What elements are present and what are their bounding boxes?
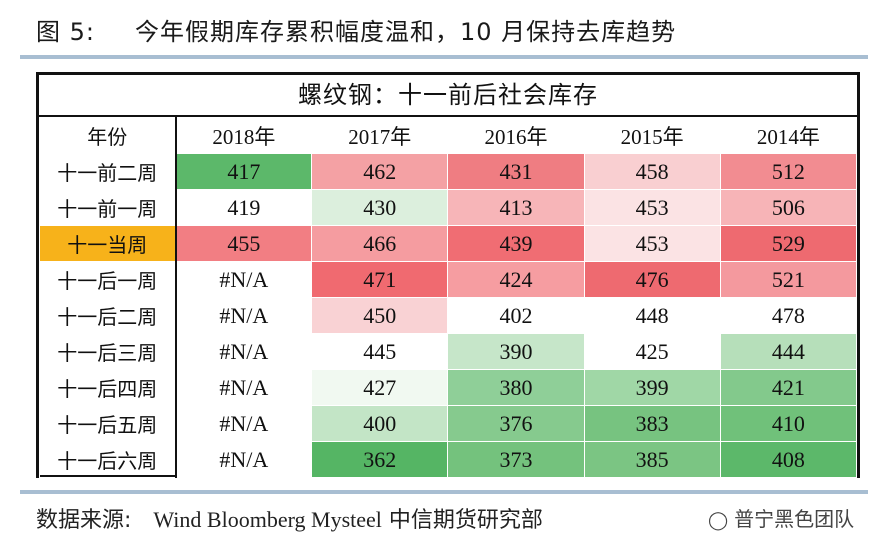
table-cell: 506 bbox=[719, 189, 858, 226]
table-cell: 362 bbox=[311, 441, 449, 478]
table-title: 螺纹钢：十一前后社会库存 bbox=[39, 75, 857, 117]
table-cell: 417 bbox=[174, 153, 313, 190]
column-header-2014: 2014年 bbox=[719, 117, 858, 154]
table-row: 十一前一周 419 430 413 453 506 bbox=[39, 189, 858, 226]
table-cell: 419 bbox=[174, 189, 313, 226]
watermark: ◯ 普宁黑色团队 bbox=[708, 503, 854, 532]
table-row: 十一后五周 #N/A 400 376 383 410 bbox=[39, 405, 858, 442]
inventory-table: 螺纹钢：十一前后社会库存 年份 2018年 2017年 2016年 2015年 … bbox=[36, 72, 860, 478]
table-row: 十一后六周 #N/A 362 373 385 408 bbox=[39, 441, 858, 478]
table-cell: #N/A bbox=[174, 333, 313, 370]
chat-icon: ◯ bbox=[708, 510, 729, 531]
row-label: 十一后五周 bbox=[39, 405, 177, 442]
table-cell: 512 bbox=[719, 153, 858, 190]
table-row: 十一当周 455 466 439 453 529 bbox=[39, 225, 858, 262]
table-cell: 385 bbox=[583, 441, 721, 478]
table-cell: 413 bbox=[447, 189, 585, 226]
table-cell: 455 bbox=[174, 225, 313, 262]
source-org: 中信期货研究部 bbox=[388, 508, 543, 533]
table-cell: #N/A bbox=[174, 441, 313, 478]
table-cell: 450 bbox=[311, 297, 449, 334]
figure-number: 图 5: bbox=[36, 18, 95, 46]
table-cell: 445 bbox=[311, 333, 449, 370]
column-header-2016: 2016年 bbox=[447, 117, 585, 154]
row-label: 十一当周 bbox=[39, 225, 177, 262]
table-cell: 383 bbox=[583, 405, 721, 442]
header-row: 年份 2018年 2017年 2016年 2015年 2014年 bbox=[39, 117, 858, 154]
row-label: 十一后二周 bbox=[39, 297, 177, 334]
table-cell: 380 bbox=[447, 369, 585, 406]
table-row: 十一后四周 #N/A 427 380 399 421 bbox=[39, 369, 858, 406]
table-cell: 427 bbox=[311, 369, 449, 406]
column-header-2018: 2018年 bbox=[174, 117, 313, 154]
table-cell: 448 bbox=[583, 297, 721, 334]
table-cell: 408 bbox=[719, 441, 858, 478]
table-cell: 424 bbox=[447, 261, 585, 298]
bottom-divider bbox=[20, 490, 868, 494]
row-label: 十一后一周 bbox=[39, 261, 177, 298]
table-cell: 410 bbox=[719, 405, 858, 442]
top-divider bbox=[20, 55, 868, 59]
table-cell: 402 bbox=[447, 297, 585, 334]
table-cell: 529 bbox=[719, 225, 858, 262]
table-cell: #N/A bbox=[174, 405, 313, 442]
figure-title: 图 5: 今年假期库存累积幅度温和，10 月保持去库趋势 bbox=[36, 12, 676, 47]
table-cell: 430 bbox=[311, 189, 449, 226]
corner-header: 年份 bbox=[39, 117, 177, 154]
table-cell: 521 bbox=[719, 261, 858, 298]
table-cell: 376 bbox=[447, 405, 585, 442]
table-cell: 390 bbox=[447, 333, 585, 370]
source-names: Wind Bloomberg Mysteel bbox=[153, 507, 382, 532]
table-cell: 453 bbox=[583, 189, 721, 226]
table-cell: 373 bbox=[447, 441, 585, 478]
table-cell: 453 bbox=[583, 225, 721, 262]
table-cell: 421 bbox=[719, 369, 858, 406]
table-cell: 399 bbox=[583, 369, 721, 406]
table-cell: 431 bbox=[447, 153, 585, 190]
source-line: 数据来源: Wind Bloomberg Mysteel 中信期货研究部 bbox=[36, 502, 543, 534]
table-cell: 439 bbox=[447, 225, 585, 262]
row-label: 十一后三周 bbox=[39, 333, 177, 370]
row-label: 十一前一周 bbox=[39, 189, 177, 226]
table-cell: 400 bbox=[311, 405, 449, 442]
watermark-text: 普宁黑色团队 bbox=[734, 507, 855, 531]
table-body: 十一前二周 417 462 431 458 512 十一前一周 419 430 413 453 506… bbox=[39, 153, 858, 478]
table-cell: 471 bbox=[311, 261, 449, 298]
row-label: 十一后四周 bbox=[39, 369, 177, 406]
table-cell: 458 bbox=[583, 153, 721, 190]
table-row: 十一后二周 #N/A 450 402 448 478 bbox=[39, 297, 858, 334]
row-label: 十一后六周 bbox=[39, 441, 177, 478]
table-cell: 462 bbox=[311, 153, 449, 190]
table-row: 十一后三周 #N/A 445 390 425 444 bbox=[39, 333, 858, 370]
row-label: 十一前二周 bbox=[39, 153, 177, 190]
table-cell: #N/A bbox=[174, 369, 313, 406]
table-cell: 425 bbox=[583, 333, 721, 370]
figure-caption: 今年假期库存累积幅度温和，10 月保持去库趋势 bbox=[134, 18, 677, 46]
table-cell: 478 bbox=[719, 297, 858, 334]
table-row: 十一前二周 417 462 431 458 512 bbox=[39, 153, 858, 190]
table-cell: 444 bbox=[719, 333, 858, 370]
source-label: 数据来源: bbox=[36, 508, 132, 533]
table-cell: #N/A bbox=[174, 297, 313, 334]
table-row: 十一后一周 #N/A 471 424 476 521 bbox=[39, 261, 858, 298]
table-cell: #N/A bbox=[174, 261, 313, 298]
table-cell: 476 bbox=[583, 261, 721, 298]
column-header-2017: 2017年 bbox=[311, 117, 449, 154]
table-cell: 466 bbox=[311, 225, 449, 262]
data-grid: 年份 2018年 2017年 2016年 2015年 2014年 十一前二周 41… bbox=[39, 117, 858, 478]
column-header-2015: 2015年 bbox=[583, 117, 721, 154]
